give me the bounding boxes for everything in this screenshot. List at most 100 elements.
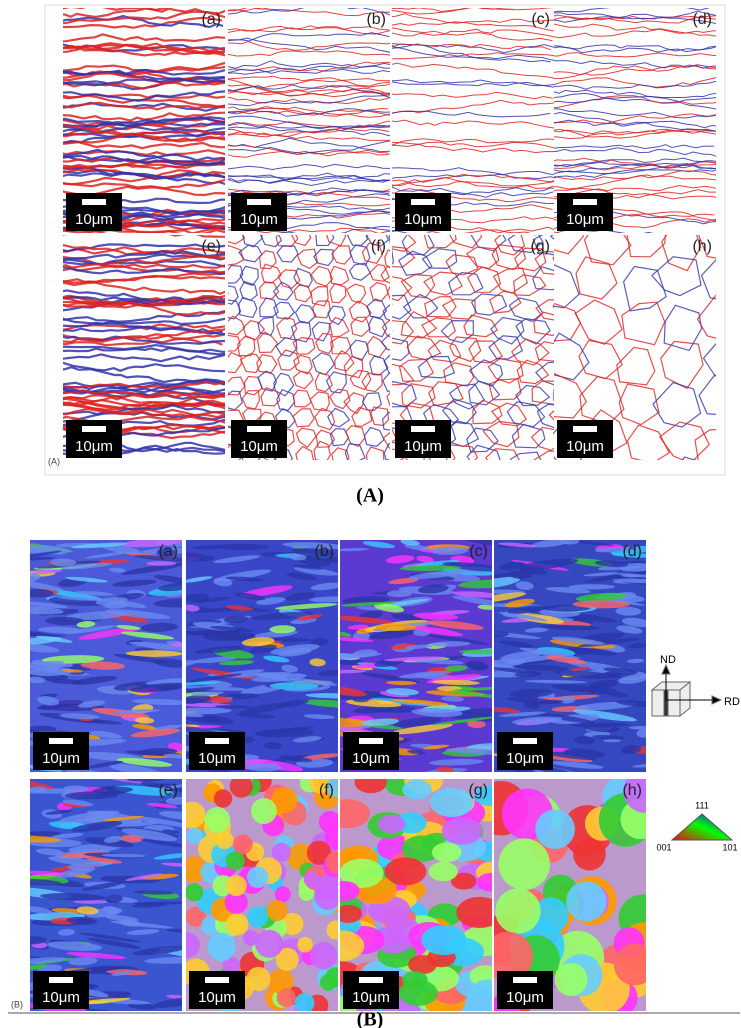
scale-bar-label: 10μm	[352, 989, 390, 1006]
panel-label: (e)	[158, 782, 178, 799]
panel-label: (a)	[201, 11, 221, 28]
grain	[226, 913, 249, 936]
panel-label: (c)	[531, 11, 550, 28]
scale-bar	[573, 199, 597, 205]
grain	[498, 838, 550, 890]
scale-bar	[513, 977, 537, 983]
grain	[226, 875, 247, 896]
grain-boundary	[737, 337, 741, 377]
figure-b-caption: (B)	[357, 1009, 384, 1028]
grain	[247, 867, 268, 888]
scale-bar-label: 10μm	[404, 438, 442, 455]
axis-nd: ND	[660, 654, 676, 666]
grain	[573, 838, 606, 871]
scale-bar	[359, 977, 383, 983]
scale-bar	[82, 426, 106, 432]
grain	[186, 828, 202, 844]
grain	[495, 888, 540, 933]
grain	[255, 930, 283, 958]
micrograph	[157, 540, 367, 775]
grain	[378, 815, 406, 833]
panel-label: (f)	[319, 782, 334, 799]
scale-bar	[205, 738, 229, 744]
panel-label: (f)	[371, 238, 386, 255]
scale-bar	[573, 426, 597, 432]
panel-label: (b)	[366, 11, 386, 28]
panel-label: (b)	[314, 543, 334, 560]
grain	[319, 811, 341, 833]
scale-bar-label: 10μm	[506, 989, 544, 1006]
scale-bar	[205, 977, 229, 983]
grain-boundary	[733, 412, 741, 454]
grain	[275, 886, 291, 902]
grain-boundary	[402, 474, 435, 497]
grain	[304, 871, 320, 887]
panel-label: (h)	[622, 782, 642, 799]
grain	[277, 988, 296, 1007]
scale-bar	[49, 977, 73, 983]
figure: (A) (A) (B) (B) ND RD 111 001 101 (a) 10μ…	[0, 0, 741, 1028]
grain	[430, 788, 474, 817]
grain	[402, 971, 428, 988]
scale-bar-label: 10μm	[75, 211, 113, 228]
panel-label: (d)	[692, 11, 712, 28]
figure-a-caption: (A)	[356, 485, 384, 507]
scale-bar	[49, 738, 73, 744]
ipf-right: 101	[722, 842, 737, 852]
scale-bar	[247, 199, 271, 205]
figure-b-tag: (B)	[11, 999, 23, 1009]
grain	[247, 906, 268, 927]
scale-bar-label: 10μm	[404, 211, 442, 228]
grain	[320, 974, 337, 991]
grain	[226, 851, 245, 870]
scale-bar	[247, 426, 271, 432]
grain	[295, 993, 315, 1013]
grain	[204, 807, 230, 833]
scale-bar-label: 10μm	[198, 989, 236, 1006]
panel-label: (c)	[469, 543, 488, 560]
grain	[566, 881, 606, 921]
panel-label: (g)	[468, 782, 488, 799]
grain	[214, 789, 232, 807]
ipf-top: 111	[695, 800, 709, 810]
panel-label: (e)	[201, 238, 221, 255]
figure-a-tag: (A)	[48, 456, 60, 466]
grain	[555, 963, 588, 996]
ipf-left: 001	[656, 842, 671, 852]
scale-bar-label: 10μm	[240, 211, 278, 228]
grain	[233, 834, 253, 854]
grain	[385, 857, 427, 885]
panel-label: (h)	[692, 238, 712, 255]
grain	[251, 798, 277, 824]
grain	[243, 930, 259, 946]
scale-bar-label: 10μm	[75, 438, 113, 455]
grain	[432, 842, 462, 862]
grain	[442, 817, 483, 844]
scale-bar-label: 10μm	[42, 750, 80, 767]
grain	[63, 786, 88, 793]
scale-bar-label: 10μm	[506, 750, 544, 767]
axis-rd: RD	[724, 696, 740, 708]
scale-bar	[513, 738, 537, 744]
grain	[207, 933, 236, 962]
scale-bar-label: 10μm	[42, 989, 80, 1006]
scale-bar-label: 10μm	[352, 750, 390, 767]
scale-bar	[82, 199, 106, 205]
grain	[185, 883, 203, 901]
grain	[429, 862, 458, 881]
grain	[535, 809, 575, 849]
scale-bar-label: 10μm	[198, 750, 236, 767]
grain	[421, 925, 466, 955]
grain	[310, 942, 338, 970]
scale-bar-label: 10μm	[240, 438, 278, 455]
grain-boundary	[730, 452, 741, 493]
grain	[215, 831, 233, 849]
scale-bar-label: 10μm	[566, 438, 604, 455]
grain	[297, 937, 313, 953]
grain-boundary	[515, 475, 550, 497]
panel-label: (g)	[530, 238, 550, 255]
scale-bar-label: 10μm	[566, 211, 604, 228]
grain	[272, 843, 291, 862]
grain	[314, 882, 342, 910]
scale-bar	[411, 426, 435, 432]
